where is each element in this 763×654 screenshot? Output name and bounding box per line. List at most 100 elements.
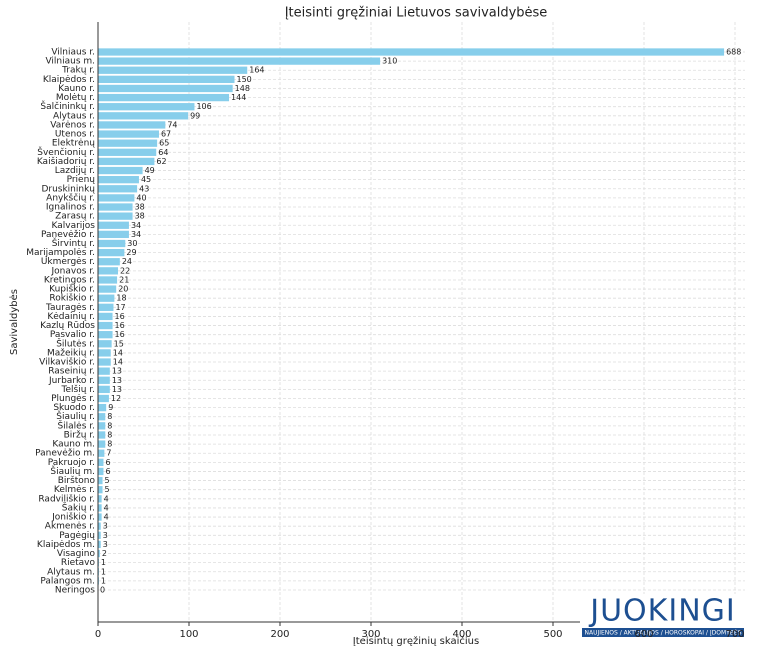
bar xyxy=(98,303,114,311)
value-label: 13 xyxy=(112,385,122,394)
bar xyxy=(98,349,111,357)
bar xyxy=(98,176,139,184)
bar xyxy=(98,376,110,384)
y-tick-label: Plungės r. xyxy=(51,394,95,404)
y-tick-label: Raseinių r. xyxy=(48,367,95,377)
value-label: 17 xyxy=(115,303,125,312)
y-tick-label: Utenos r. xyxy=(55,130,95,140)
bar xyxy=(98,321,113,330)
y-tick-label: Vilniaus r. xyxy=(51,48,95,58)
y-tick-label: Birštono xyxy=(58,475,96,486)
value-label: 24 xyxy=(122,257,132,266)
y-axis-label: Savivaldybės xyxy=(9,289,20,355)
bar xyxy=(98,248,125,257)
value-label: 8 xyxy=(107,430,112,439)
value-label: 40 xyxy=(136,193,146,202)
bar xyxy=(98,331,113,339)
bar xyxy=(98,513,102,521)
value-label: 106 xyxy=(196,102,211,111)
y-tick-label: Neringos xyxy=(55,586,95,596)
y-tick-label: Kelmės r. xyxy=(54,485,95,495)
bar xyxy=(98,449,105,457)
y-tick-label: Kauno r. xyxy=(58,84,95,94)
y-tick-label: Vilniaus m. xyxy=(45,57,95,67)
y-tick-label: Palangos m. xyxy=(40,576,95,586)
y-tick-label: Elektrėnų xyxy=(52,139,95,149)
bar xyxy=(98,212,133,220)
y-tick-label: Molėtų r. xyxy=(56,93,95,103)
x-tick-label: 200 xyxy=(270,629,289,640)
bar xyxy=(98,48,725,56)
value-label: 8 xyxy=(107,412,112,421)
value-label: 62 xyxy=(156,157,166,166)
value-label: 4 xyxy=(104,494,109,503)
value-label: 16 xyxy=(115,330,125,339)
bar xyxy=(98,139,158,147)
bar xyxy=(98,403,107,412)
value-label: 148 xyxy=(235,84,250,93)
bar xyxy=(98,431,106,439)
bar xyxy=(98,531,101,539)
value-label: 18 xyxy=(116,294,126,303)
y-tick-label: Kaišiadorių r. xyxy=(37,156,95,167)
chart-title: Įteisinti gręžiniai Lietuvos savivaldybė… xyxy=(285,6,548,21)
y-tick-label: Tauragės r. xyxy=(45,303,95,313)
bar xyxy=(98,84,233,93)
value-label: 16 xyxy=(115,312,125,321)
y-tick-label: Širvintų r. xyxy=(52,237,95,249)
bar xyxy=(98,486,103,494)
bar xyxy=(98,285,117,293)
bar xyxy=(98,549,100,558)
y-tick-label: Varėnos r. xyxy=(50,120,95,130)
x-tick-label: 0 xyxy=(95,629,101,640)
bar xyxy=(98,440,106,448)
bar xyxy=(98,276,118,284)
y-tick-label: Anykščių r. xyxy=(46,192,95,203)
bar xyxy=(98,57,381,65)
bar xyxy=(98,130,159,138)
bar xyxy=(98,75,235,84)
y-tick-label: Prienų xyxy=(67,175,96,185)
bar xyxy=(98,467,104,476)
y-tick-label: Marijampolės r. xyxy=(26,248,95,258)
x-tick-label: 500 xyxy=(543,629,562,640)
y-tick-label: Kauno m. xyxy=(52,440,95,450)
bar xyxy=(98,358,111,366)
value-label: 13 xyxy=(112,376,122,385)
value-label: 14 xyxy=(113,358,123,367)
x-tick-label: 300 xyxy=(361,629,380,640)
y-tick-label: Šilalės r. xyxy=(57,419,95,431)
value-label: 6 xyxy=(105,467,110,476)
value-label: 6 xyxy=(105,458,110,467)
y-tick-label: Alytaus m. xyxy=(47,567,95,577)
y-tick-label: Skuodo r. xyxy=(53,403,95,413)
bar xyxy=(98,112,189,120)
value-label: 99 xyxy=(190,111,200,120)
value-label: 13 xyxy=(112,367,122,376)
bar xyxy=(98,385,110,394)
bar xyxy=(98,185,138,193)
bar xyxy=(98,413,106,421)
value-label: 3 xyxy=(103,540,108,549)
y-tick-label: Druskininkų xyxy=(41,184,95,194)
y-tick-label: Ignalinos r. xyxy=(46,203,95,213)
value-label: 688 xyxy=(726,48,741,57)
bar xyxy=(98,522,101,530)
y-tick-label: Radviliškio r. xyxy=(38,493,95,504)
y-tick-label: Kretingos r. xyxy=(44,275,95,285)
bar xyxy=(98,239,126,248)
bar xyxy=(98,340,112,348)
value-label: 12 xyxy=(111,394,121,403)
y-tick-label: Biržų r. xyxy=(64,430,95,440)
bar xyxy=(98,367,110,375)
bar xyxy=(98,203,133,211)
y-tick-label: Joniškio r. xyxy=(51,512,95,523)
y-tick-label: Jonavos r. xyxy=(51,266,96,276)
y-tick-label: Kėdainių r. xyxy=(47,312,95,322)
value-label: 1 xyxy=(101,576,106,585)
x-tick-label: 100 xyxy=(179,629,198,640)
bar xyxy=(98,66,248,74)
value-label: 164 xyxy=(249,66,264,75)
y-tick-label: Panevėžio m. xyxy=(35,449,95,459)
